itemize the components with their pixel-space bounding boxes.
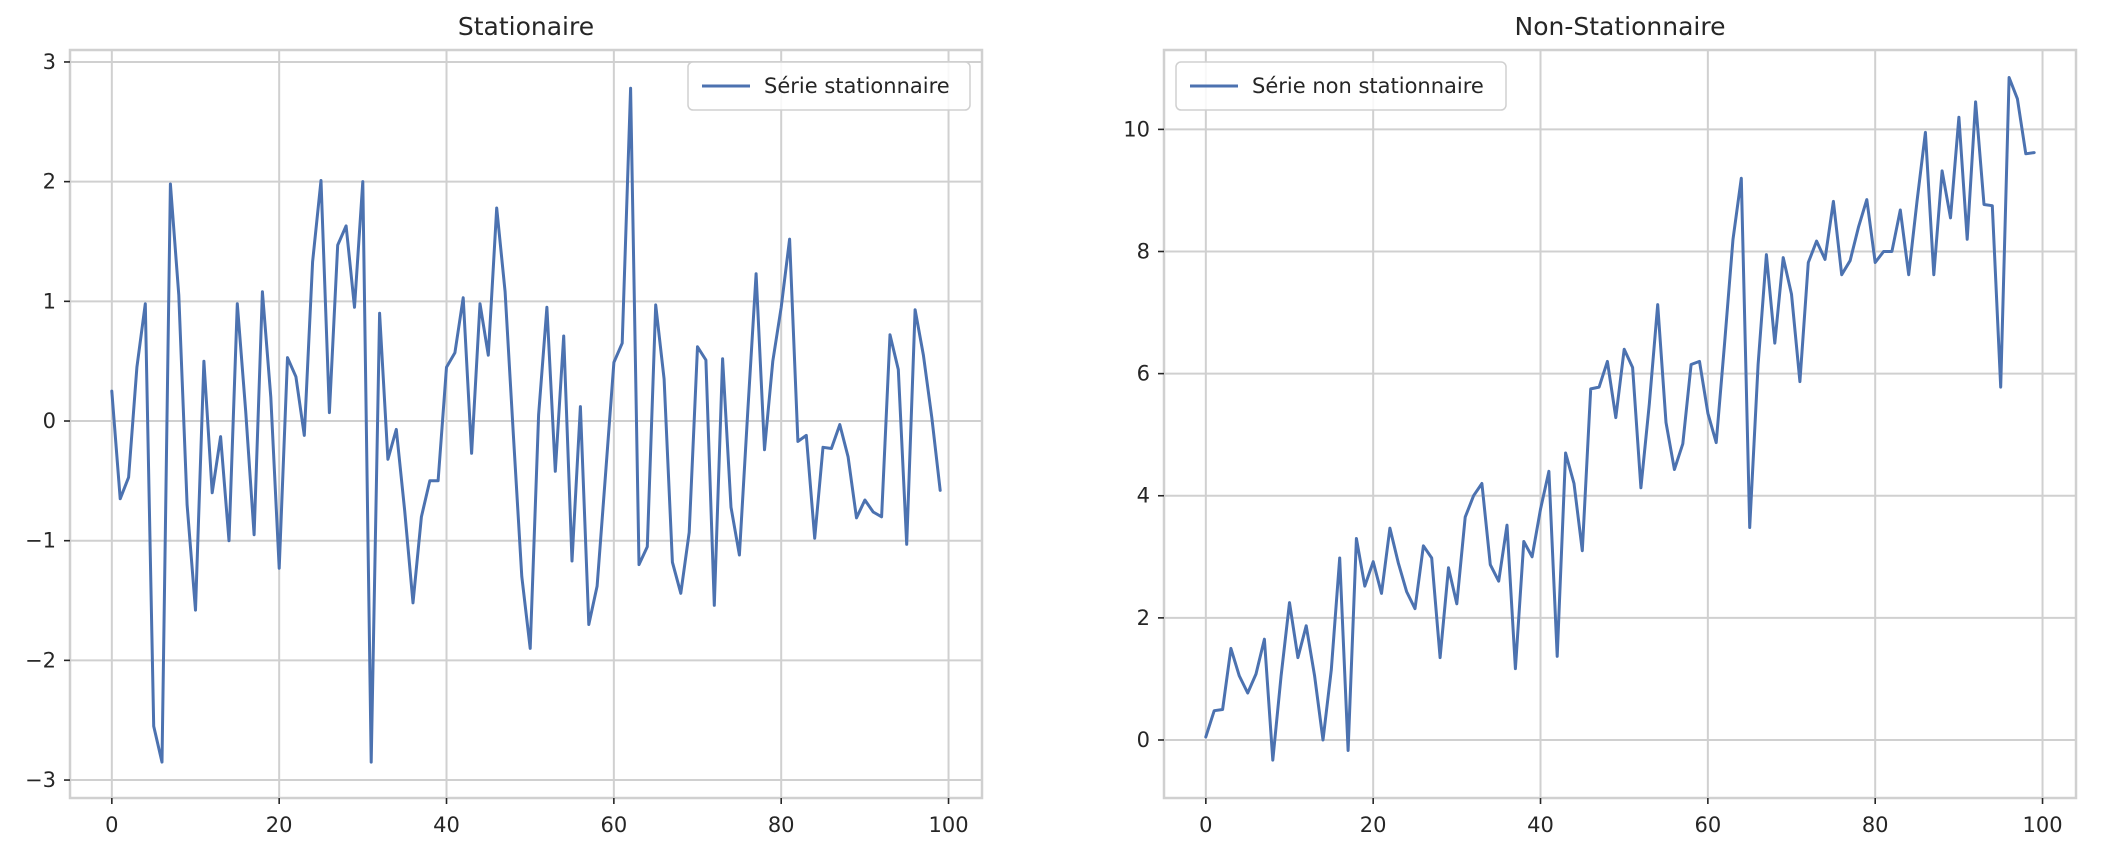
x-tick-label: 0 [105,813,118,837]
y-tick-label: 10 [1123,117,1150,141]
chart-panel-2: Non-Stationnaire 0 20 40 60 80 100 0 2 4 6 8 10 Série… [1123,12,2078,837]
y-tick-label: 2 [1137,606,1150,630]
x-tick-label: 60 [600,813,627,837]
y-tick-label: −3 [25,768,56,792]
chart-panel-1: Stationaire 0 20 40 60 80 100 −3 −2 −1 0 1 2 3 Série s… [25,12,984,837]
x-tick-label: 60 [1694,813,1721,837]
y-tick-label: 2 [43,170,56,194]
chart-title: Non-Stationnaire [1515,12,1726,41]
y-tick-label: 4 [1137,484,1150,508]
legend-label: Série stationnaire [764,74,950,98]
x-tick-label: 0 [1199,813,1212,837]
y-tick-label: −1 [25,529,56,553]
series-line [110,86,942,764]
x-tick-label: 80 [768,813,795,837]
legend-label: Série non stationnaire [1252,74,1484,98]
y-tick-label: 3 [43,50,56,74]
x-tick-label: 100 [2022,813,2062,837]
y-tick-label: 8 [1137,240,1150,264]
x-tick-label: 80 [1862,813,1889,837]
x-tick-label: 40 [1527,813,1554,837]
y-tick-label: 0 [43,409,56,433]
chart-title: Stationaire [458,12,594,41]
x-tick-label: 100 [928,813,968,837]
x-tick-label: 20 [1360,813,1387,837]
legend: Série stationnaire [687,61,971,111]
x-tick-label: 40 [433,813,460,837]
y-tick-label: 0 [1137,728,1150,752]
series-line [1204,76,2036,762]
y-tick-label: 6 [1137,362,1150,386]
y-tick-label: 1 [43,289,56,313]
y-tick-label: −2 [25,648,56,672]
legend-box [1175,61,1507,111]
plot-frame [68,48,984,800]
legend-box [687,61,971,111]
legend: Série non stationnaire [1175,61,1507,111]
x-tick-label: 20 [266,813,293,837]
plot-frame [1162,48,2078,800]
